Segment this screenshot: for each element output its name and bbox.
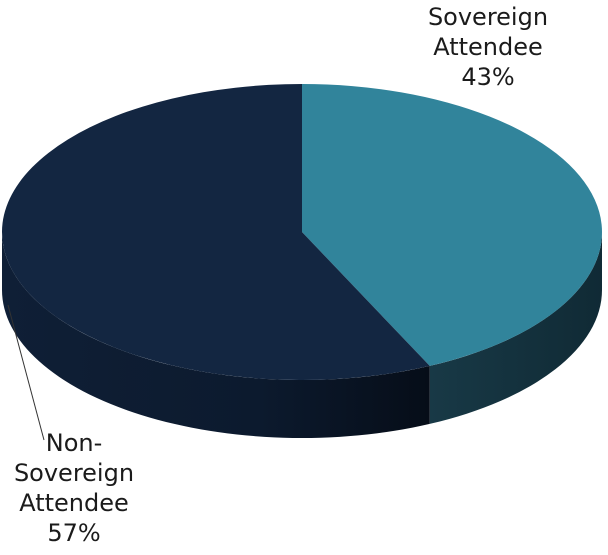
data-label-sovereign: Sovereign Attendee 43%	[398, 2, 578, 92]
label-percent: 43%	[461, 63, 515, 91]
label-percent: 57%	[47, 519, 101, 547]
label-line: Sovereign	[427, 3, 549, 31]
leader-line	[7, 304, 45, 441]
pie-slice-side-2	[2, 232, 430, 438]
label-line: Non-	[45, 429, 103, 457]
pie-slice-side-1	[429, 232, 602, 424]
pie-slice-2	[2, 84, 430, 380]
label-line: Attendee	[19, 489, 129, 517]
label-line: Sovereign	[13, 459, 135, 487]
data-label-non-sovereign: Non- Sovereign Attendee 57%	[0, 428, 154, 548]
pie-side-walls	[2, 232, 602, 438]
pie-slice-1	[302, 84, 602, 366]
label-line: Attendee	[433, 33, 543, 61]
pie-top-faces	[2, 84, 602, 380]
